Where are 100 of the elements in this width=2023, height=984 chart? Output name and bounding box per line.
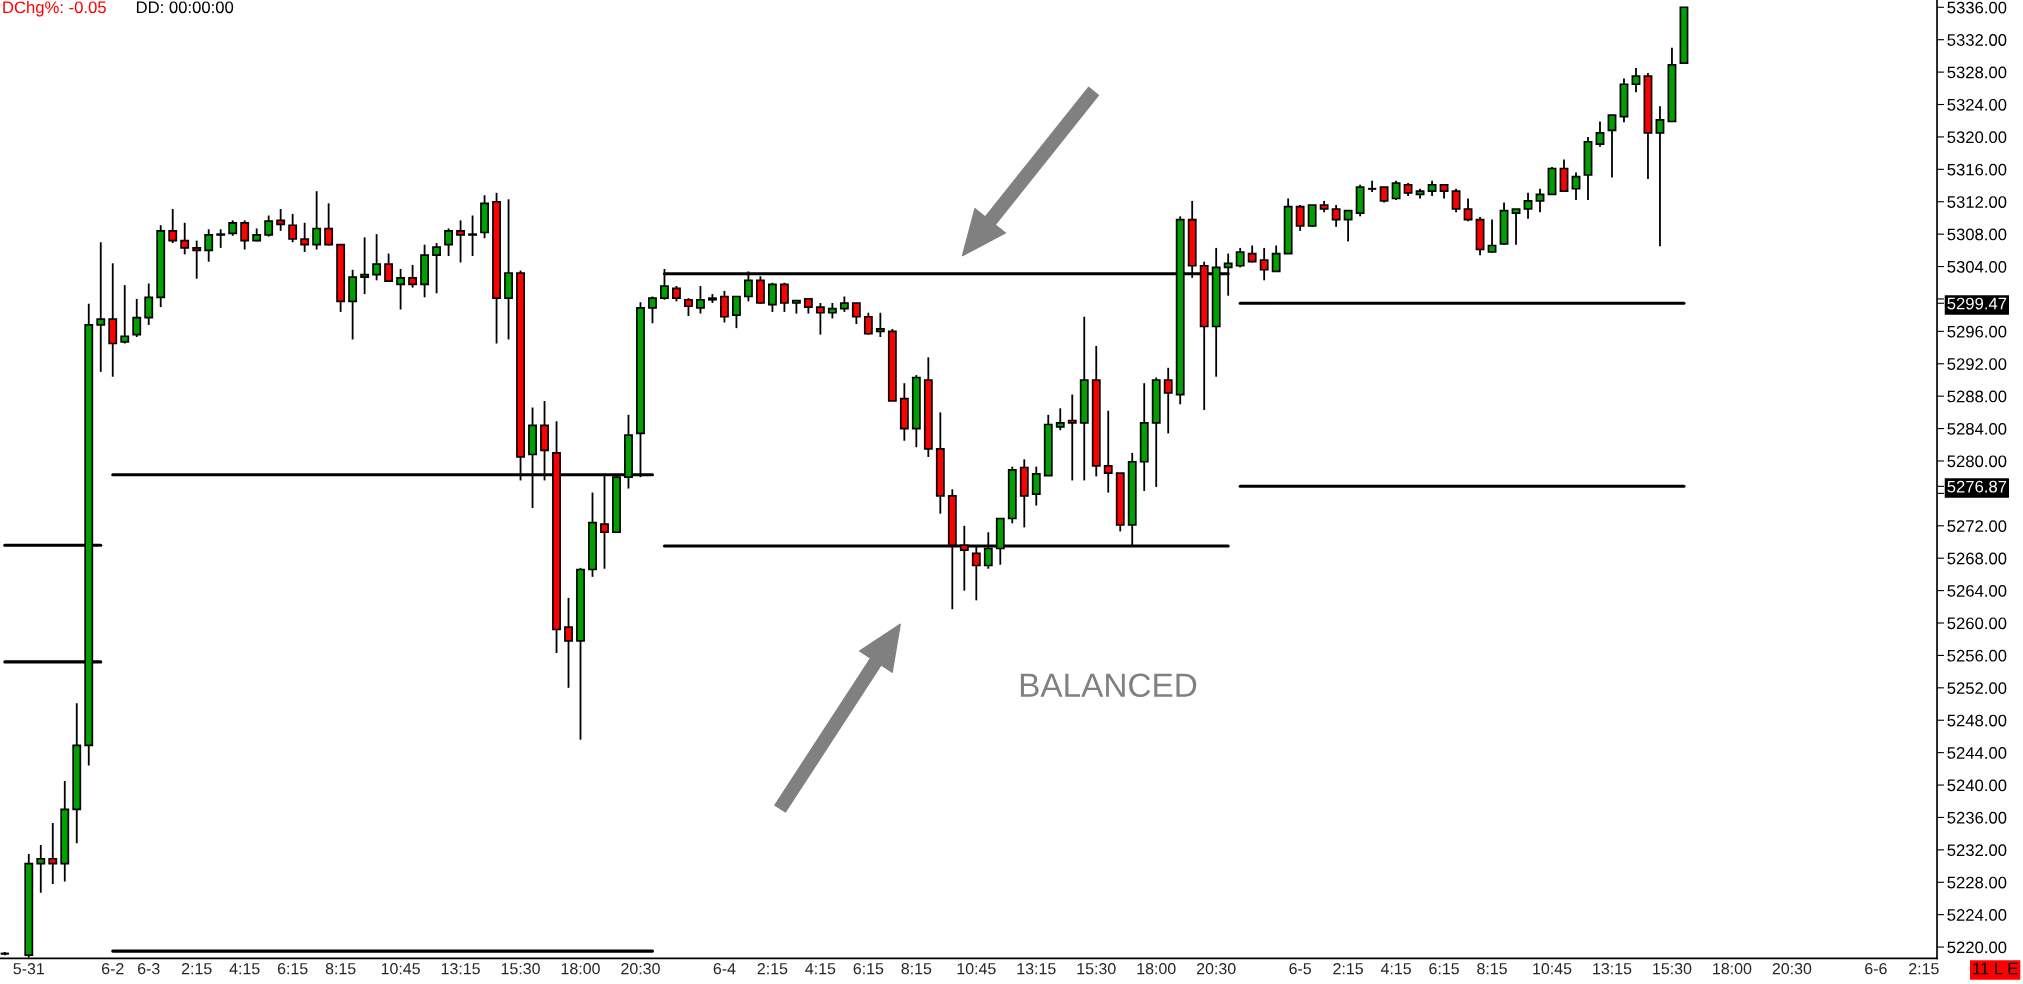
y-tick-label: 5252.00 xyxy=(1947,682,2007,695)
candlestick xyxy=(564,596,573,689)
candlestick xyxy=(120,284,130,345)
candlestick xyxy=(720,289,729,324)
x-tick-label: 4:15 xyxy=(1380,963,1411,975)
x-tick-label: 15:30 xyxy=(501,963,540,975)
candlestick xyxy=(216,228,226,249)
x-tick-label: 15:30 xyxy=(1077,963,1116,975)
x-tick-label: 2:15 xyxy=(1909,963,1939,975)
y-tick-label: 5296.00 xyxy=(1947,325,2007,338)
candlestick xyxy=(48,822,58,885)
x-tick-label: 18:00 xyxy=(1137,963,1176,975)
y-tick-label: 5240.00 xyxy=(1947,779,2007,792)
y-tick-label: 5220.00 xyxy=(1947,941,2007,954)
y-tick-label: 5312.00 xyxy=(1947,196,2007,208)
candlestick xyxy=(1343,209,1353,243)
candlestick xyxy=(1535,187,1545,214)
x-tick-label: 6:15 xyxy=(277,963,308,975)
y-tick-label: 5272.00 xyxy=(1947,520,2007,532)
y-tick-label: 5304.00 xyxy=(1947,260,2007,273)
candlestick xyxy=(36,844,46,894)
candlestick xyxy=(875,311,885,338)
y-tick-label: 5228.00 xyxy=(1947,876,2007,889)
candlestick xyxy=(863,311,873,336)
y-tick-label: 5292.00 xyxy=(1947,358,2007,370)
candlestick xyxy=(396,268,406,311)
candlestick xyxy=(432,242,442,295)
y-tick-label: 5224.00 xyxy=(1947,909,2007,921)
candlestick xyxy=(324,202,334,247)
candlestick xyxy=(1103,409,1113,494)
y-tick-label: 5264.00 xyxy=(1947,585,2007,597)
candlestick xyxy=(168,208,178,244)
candlestick xyxy=(276,208,286,232)
x-tick-label: 13:15 xyxy=(1017,963,1056,975)
y-tick-label: 5232.00 xyxy=(1947,844,2007,857)
candlestick xyxy=(1523,191,1533,220)
candlestick xyxy=(815,302,825,336)
candlestick xyxy=(1031,465,1041,507)
candlestick xyxy=(204,228,214,263)
candlestick xyxy=(1463,197,1473,223)
candlestick xyxy=(444,227,454,257)
candlestick xyxy=(1655,105,1665,248)
candlestick xyxy=(1271,244,1281,273)
x-tick-label: 6-3 xyxy=(137,963,160,975)
candlestick xyxy=(1559,158,1569,193)
candlestick xyxy=(144,282,154,326)
candlestick xyxy=(180,221,190,256)
y-tick-label: 5299.47 xyxy=(1947,297,2007,310)
candlestick xyxy=(192,239,202,280)
candlestick xyxy=(408,264,418,289)
x-tick-label: 13:15 xyxy=(441,963,480,975)
x-tick-label: 2:15 xyxy=(181,963,212,975)
y-tick-label: 5260.00 xyxy=(1947,617,2007,630)
candlestick xyxy=(360,236,370,295)
y-tick-label: 5276.87 xyxy=(1947,480,2007,493)
candlestick xyxy=(312,190,322,251)
x-tick-label: 5-31 xyxy=(13,963,44,975)
candlestick xyxy=(132,298,142,338)
candlestick xyxy=(1067,393,1077,482)
candlestick xyxy=(96,241,106,373)
x-tick-label: 6-6 xyxy=(1865,963,1887,975)
candlestick xyxy=(1055,407,1065,432)
x-tick-label: 6-2 xyxy=(102,963,124,975)
y-tick-label: 5336.00 xyxy=(1947,1,2007,14)
x-tick-label: 18:00 xyxy=(561,963,600,975)
candlestick xyxy=(731,295,741,330)
y-tick-label: 5236.00 xyxy=(1947,811,2007,824)
x-tick-label: 15:30 xyxy=(1653,963,1692,975)
y-tick-label: 5328.00 xyxy=(1947,66,2007,79)
candlestick xyxy=(288,212,298,244)
x-tick-label: 8:15 xyxy=(325,963,356,975)
candlestick xyxy=(1259,247,1269,282)
x-tick-label: 18:00 xyxy=(1713,963,1752,975)
annotation: DD: 00:00:00 xyxy=(136,1,234,14)
candlestick xyxy=(1607,114,1617,179)
candlestick xyxy=(1511,208,1521,246)
y-tick-label: 5332.00 xyxy=(1947,34,2007,46)
y-tick-label: 5324.00 xyxy=(1947,98,2007,111)
candlestick xyxy=(1595,120,1605,148)
y-tick-label: 5284.00 xyxy=(1947,422,2007,435)
y-tick-label: 5320.00 xyxy=(1947,131,2007,144)
x-tick-label: 10:45 xyxy=(1533,963,1572,975)
y-tick-label: 5308.00 xyxy=(1947,228,2007,241)
candlestick xyxy=(264,214,274,238)
candlestick xyxy=(1451,187,1461,214)
candlestick xyxy=(240,219,250,251)
x-tick-label: 2:15 xyxy=(757,963,788,975)
x-tick-label: 4:15 xyxy=(805,963,836,975)
candlestick xyxy=(372,233,382,282)
annotation: DChg%: -0.05 xyxy=(3,0,106,17)
annotation: BALANCED xyxy=(1020,673,1197,698)
candlestick xyxy=(1163,366,1173,435)
candlestick xyxy=(456,219,466,264)
x-tick-label: 20:30 xyxy=(1772,963,1812,975)
x-tick-label: 6-5 xyxy=(1289,963,1312,975)
x-tick-label: 2:15 xyxy=(1333,963,1363,975)
candlestick xyxy=(468,214,477,257)
text: 11 L E xyxy=(1973,962,2018,975)
x-tick-label: 10:45 xyxy=(957,963,996,975)
x-tick-label: 8:15 xyxy=(901,963,932,975)
